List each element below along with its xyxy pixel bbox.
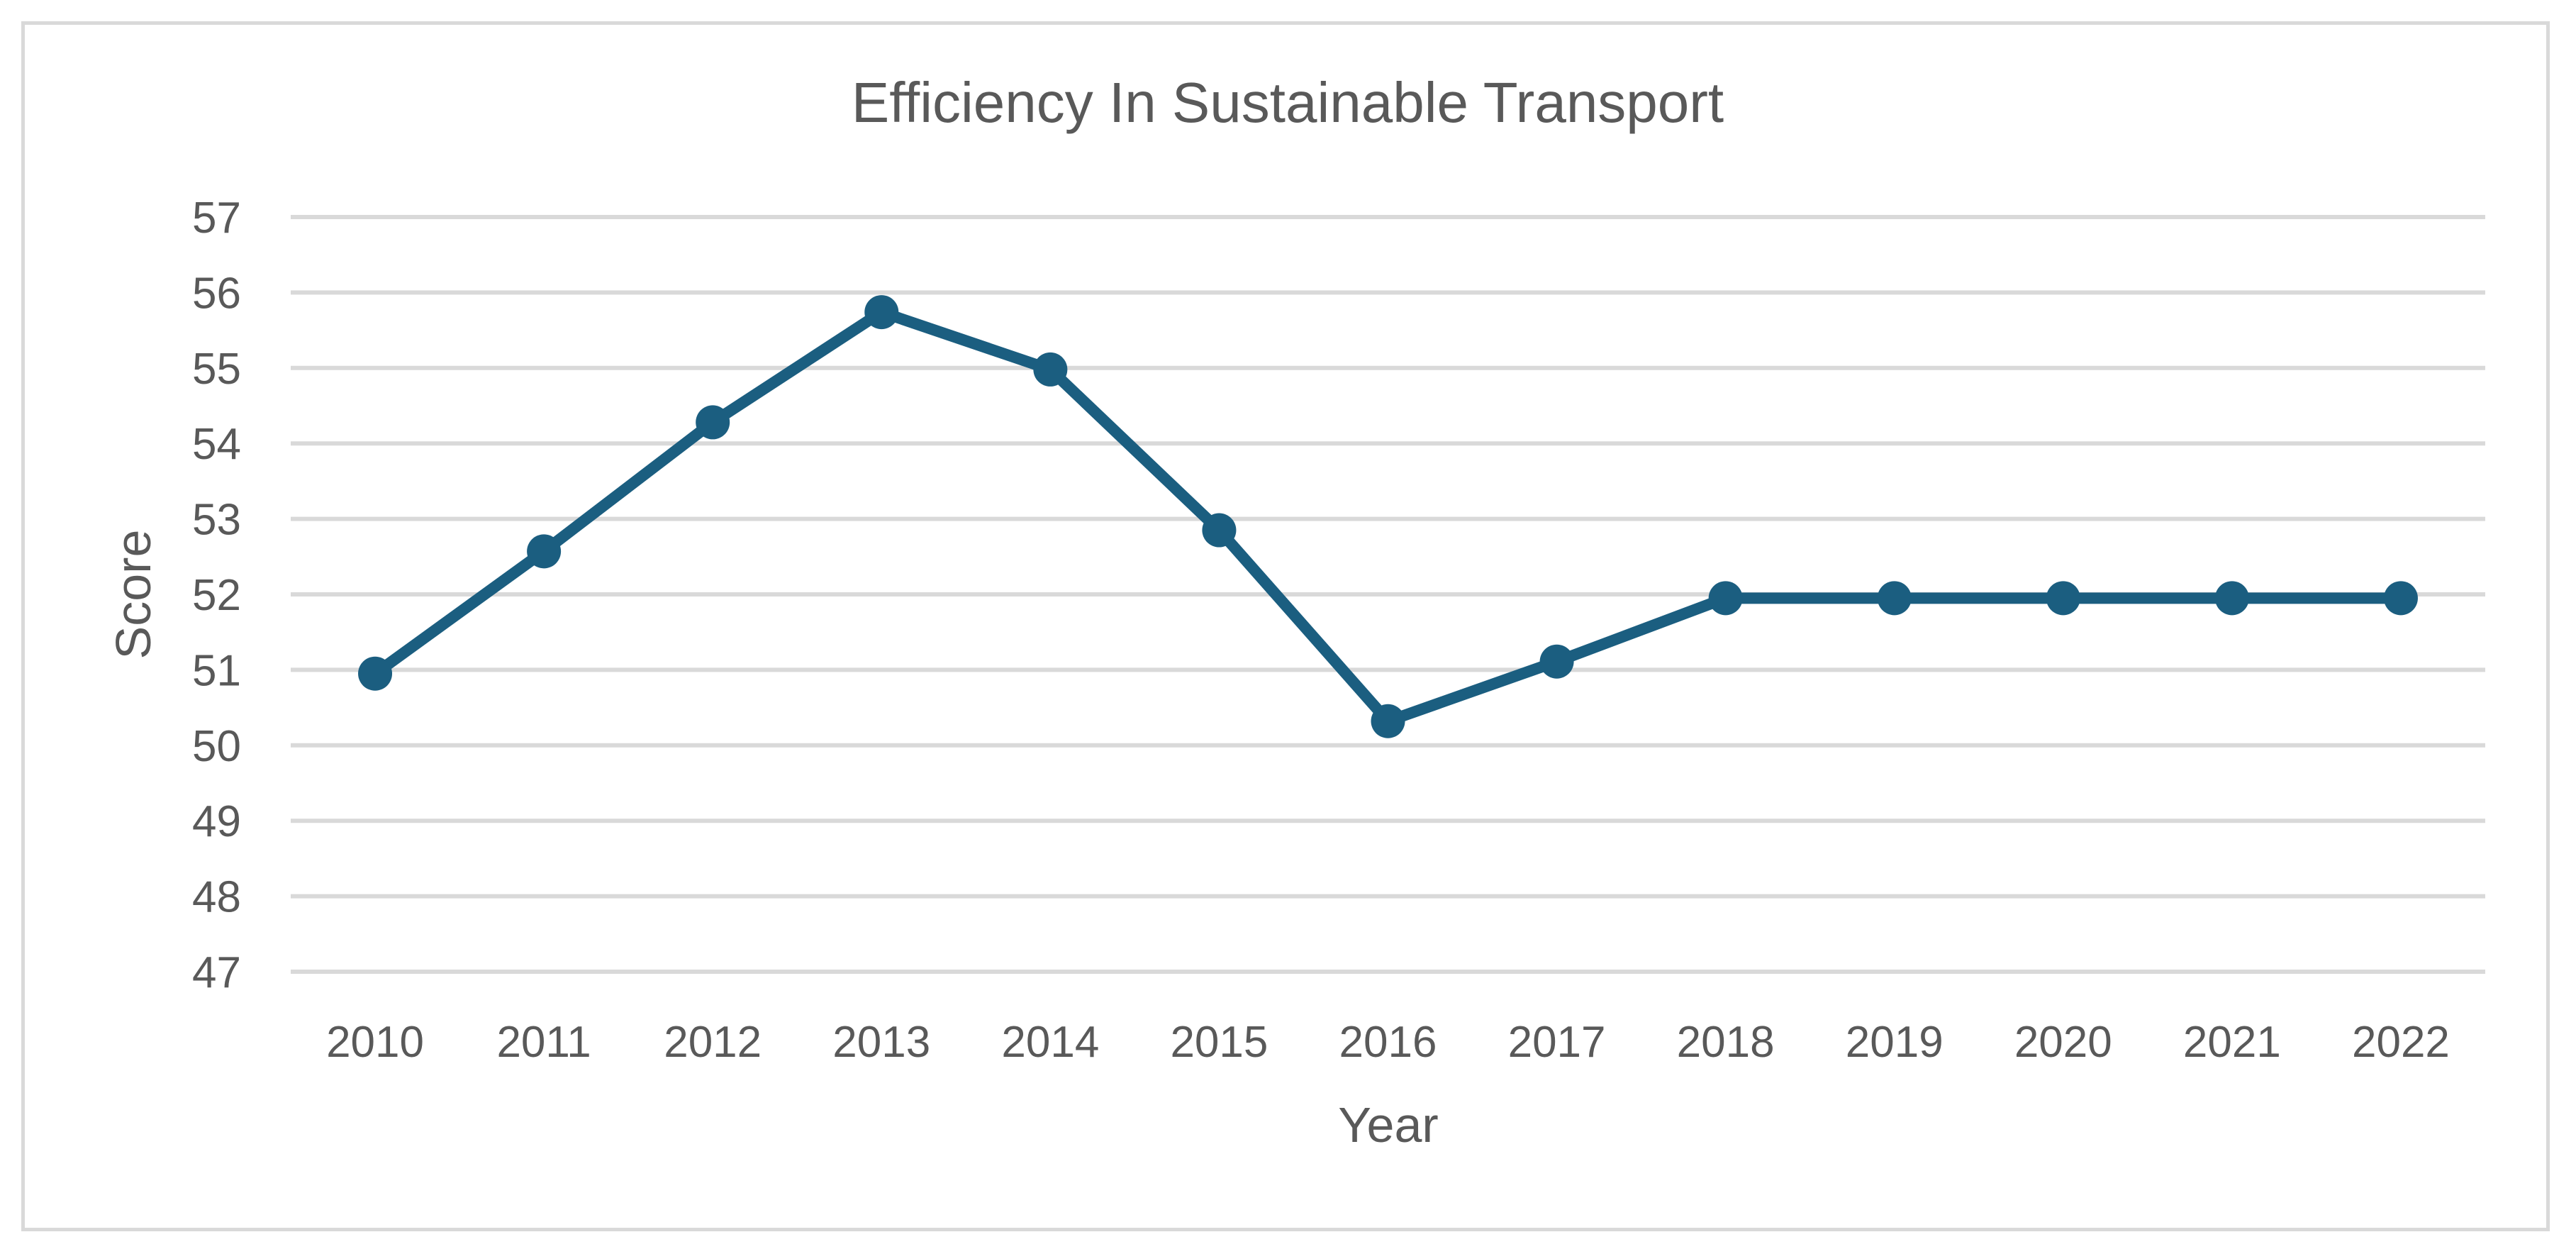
data-point — [1202, 513, 1237, 548]
x-tick-label: 2011 — [496, 1018, 591, 1067]
y-tick-label: 56 — [192, 269, 241, 318]
x-tick-label: 2010 — [326, 1018, 424, 1067]
y-tick-label: 53 — [192, 496, 241, 545]
data-point — [864, 295, 899, 330]
x-tick-label: 2018 — [1677, 1018, 1775, 1067]
x-tick-label: 2019 — [1846, 1018, 1944, 1067]
x-tick-label: 2020 — [2014, 1018, 2112, 1067]
x-tick-label: 2021 — [2183, 1018, 2281, 1067]
data-point — [1371, 704, 1405, 738]
x-tick-label: 2015 — [1170, 1018, 1268, 1067]
x-tick-label: 2017 — [1508, 1018, 1606, 1067]
data-point — [1033, 352, 1068, 387]
data-point — [1708, 581, 1743, 616]
x-tick-label: 2013 — [832, 1018, 930, 1067]
x-axis-ticks: 2010 2011 2012 2013 2014 2015 2016 2017 2018 2019… — [326, 1018, 2450, 1067]
y-tick-label: 47 — [192, 948, 241, 997]
data-point — [2214, 581, 2249, 616]
y-axis-ticks: 47 48 49 50 51 52 53 54 55 56 57 — [192, 194, 241, 997]
data-point — [1877, 581, 1912, 616]
data-point — [1539, 644, 1574, 679]
y-tick-label: 52 — [192, 571, 241, 620]
x-axis-title: Year — [1338, 1097, 1438, 1153]
data-point — [2383, 581, 2418, 616]
x-tick-label: 2012 — [664, 1018, 762, 1067]
y-axis-title: Score — [106, 530, 161, 660]
data-point — [2046, 581, 2080, 616]
y-tick-label: 50 — [192, 722, 241, 771]
x-tick-label: 2014 — [1001, 1018, 1099, 1067]
y-tick-label: 55 — [192, 345, 241, 394]
y-tick-label: 57 — [192, 194, 241, 243]
y-tick-label: 54 — [192, 420, 241, 469]
chart-title: Efficiency In Sustainable Transport — [852, 71, 1724, 134]
y-tick-label: 48 — [192, 873, 241, 922]
data-point — [358, 656, 393, 691]
x-tick-label: 2016 — [1339, 1018, 1437, 1067]
x-tick-label: 2022 — [2352, 1018, 2450, 1067]
series-score — [358, 295, 2418, 738]
y-tick-label: 49 — [192, 797, 241, 846]
data-point — [527, 534, 562, 569]
series-line — [369, 306, 2407, 727]
y-tick-label: 51 — [192, 646, 241, 695]
data-point — [696, 405, 730, 440]
